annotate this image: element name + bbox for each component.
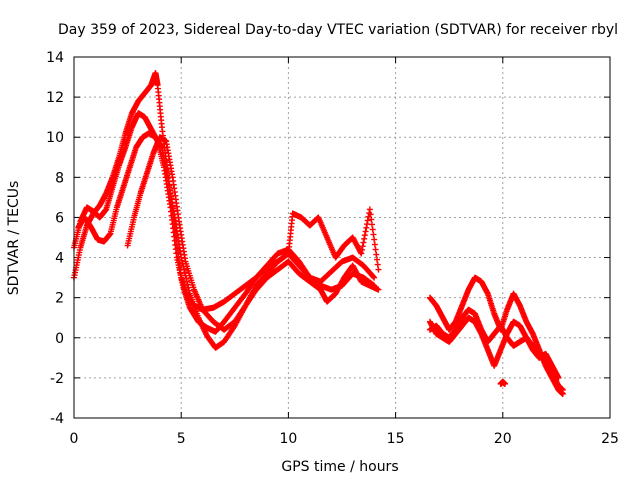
data-point (369, 226, 376, 233)
series-track-1 (71, 70, 378, 313)
y-tick-label: 8 (55, 170, 64, 186)
data-point (185, 284, 192, 291)
data-point (183, 278, 190, 285)
y-tick-label: 6 (55, 210, 64, 226)
x-tick-label: 15 (387, 431, 405, 447)
data-point (375, 266, 382, 273)
data-point (370, 231, 377, 238)
plot-frame (73, 56, 611, 419)
data-point (369, 221, 376, 228)
data-point (178, 257, 185, 264)
y-tick-label: 10 (46, 130, 64, 146)
tick-labels: 0 5 10 15 20 25 -4 -2 0 2 4 6 8 10 12 14 (46, 50, 619, 447)
data-point (374, 256, 381, 263)
data-point (181, 266, 188, 273)
x-tick-label: 25 (601, 431, 619, 447)
grid-lines (74, 57, 610, 418)
y-tick-label: 12 (46, 90, 64, 106)
data-point (367, 211, 374, 218)
series-track-7 (426, 306, 562, 381)
data-point (375, 286, 382, 293)
series-track-8 (497, 378, 508, 387)
y-axis-title: SDTVAR / TECUs (6, 181, 22, 296)
data-point (359, 246, 366, 253)
data-point (370, 273, 377, 280)
x-tick-label: 10 (279, 431, 297, 447)
data-point (366, 206, 373, 213)
data-point (363, 224, 370, 231)
data-point (364, 217, 371, 224)
data-point (555, 374, 562, 381)
data-point (361, 235, 368, 242)
y-tick-label: 2 (55, 291, 64, 307)
data-point (358, 250, 365, 257)
data-point (372, 246, 379, 253)
data-point (359, 243, 366, 250)
data-point (362, 228, 369, 235)
chart-title: Day 359 of 2023, Sidereal Day-to-day VTE… (58, 22, 618, 38)
data-points (71, 70, 566, 397)
data-point (184, 281, 191, 288)
data-point (501, 380, 508, 387)
data-point (361, 232, 368, 239)
data-point (374, 261, 381, 268)
y-tick-label: -2 (50, 371, 64, 387)
data-point (371, 241, 378, 248)
data-point (559, 386, 566, 393)
y-tick-label: 4 (55, 251, 64, 267)
data-point (373, 251, 380, 258)
y-tick-label: 0 (55, 331, 64, 347)
x-tick-label: 0 (70, 431, 79, 447)
data-point (371, 274, 378, 281)
data-point (364, 221, 371, 228)
x-tick-label: 5 (177, 431, 186, 447)
data-point (360, 239, 367, 246)
x-tick-label: 20 (494, 431, 512, 447)
y-tick-label: -4 (50, 411, 64, 427)
data-point (368, 216, 375, 223)
axis-ticks (73, 56, 611, 419)
series-track-4 (124, 134, 382, 333)
y-tick-label: 14 (46, 50, 64, 66)
x-axis-title: GPS time / hours (281, 459, 398, 475)
data-point (371, 236, 378, 243)
data-point (186, 287, 193, 294)
series-track-3 (75, 130, 382, 351)
